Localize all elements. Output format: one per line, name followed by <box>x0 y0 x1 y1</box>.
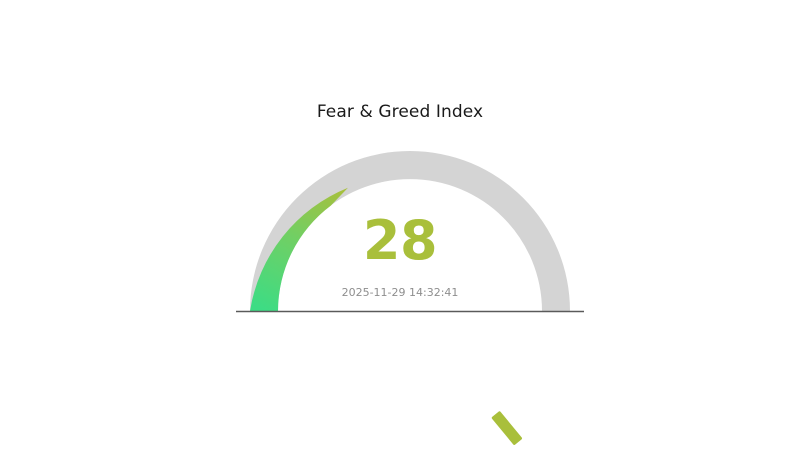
gauge-needle-tick <box>491 411 522 445</box>
gauge-progress-arc <box>250 187 348 311</box>
gauge-value: 28 <box>362 209 438 272</box>
gauge-track-arc <box>250 151 570 311</box>
chart-title: Fear & Greed Index <box>316 102 484 122</box>
gauge-timestamp: 2025-11-29 14:32:41 <box>341 286 459 299</box>
